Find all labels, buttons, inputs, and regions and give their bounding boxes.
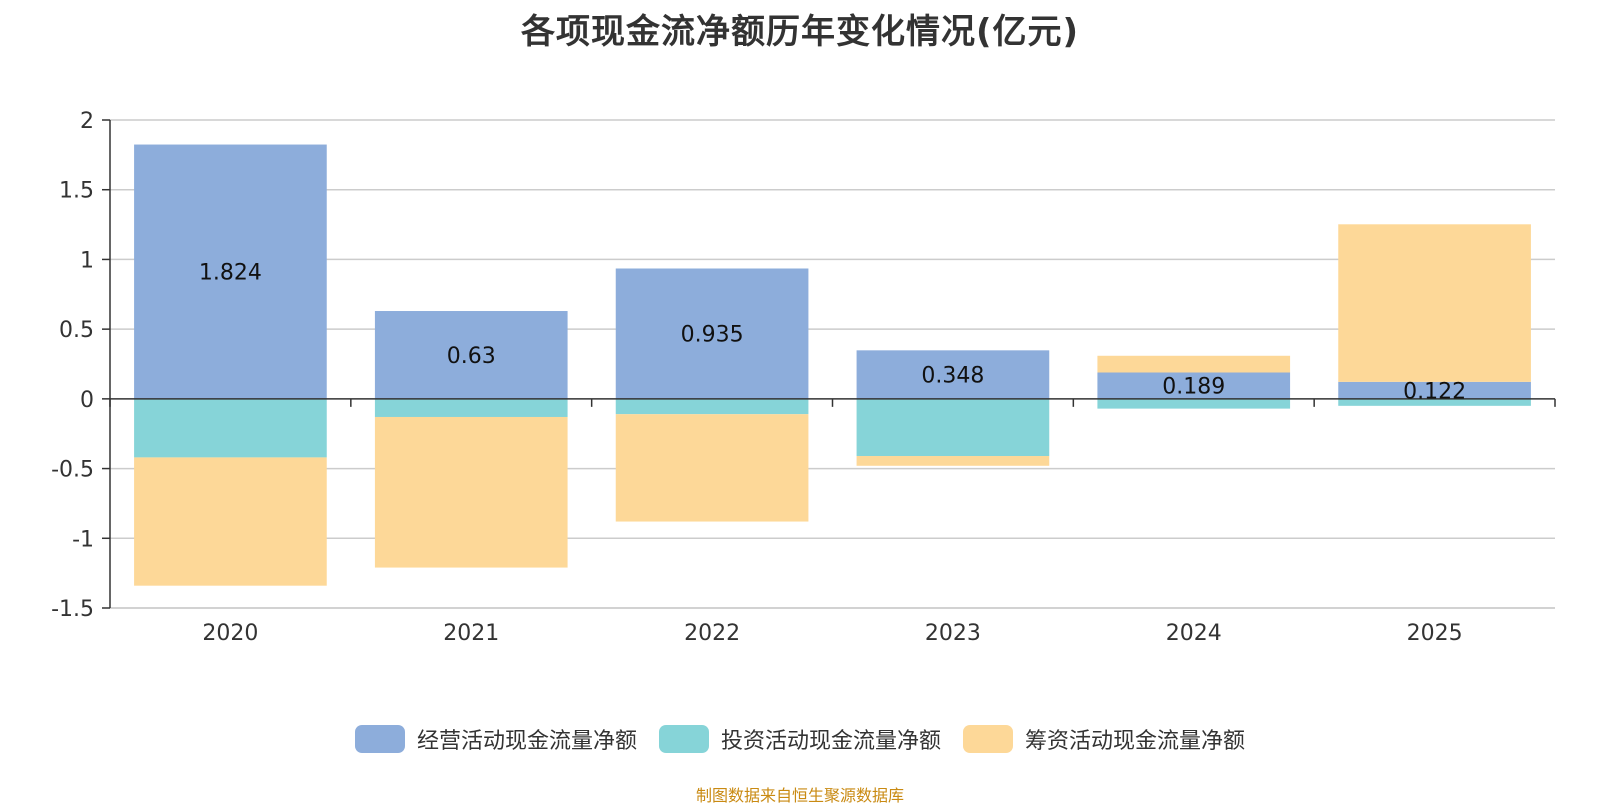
bars [134,144,1531,586]
legend-swatch-financing [963,725,1013,753]
bar-financing-2024[interactable] [1097,355,1291,373]
axes: 2 1.5 1 0.5 0 -0.5 -1 -1.5 2020 2021 2022 2023 2024 2… [51,109,1556,646]
y-tick-label: 1 [80,248,94,273]
bar-operating-2025[interactable] [1338,381,1531,399]
bar-operating-2023[interactable] [856,350,1050,399]
bar-financing-2020[interactable] [134,457,327,586]
y-tick-label: 2 [80,109,94,134]
legend: 经营活动现金流量净额 投资活动现金流量净额 筹资活动现金流量净额 [0,723,1600,755]
y-tick-label: -1 [72,527,94,552]
y-tick-label: -1.5 [51,597,94,622]
x-tick-label-2023: 2023 [925,621,981,646]
bar-investing-2020[interactable] [134,398,327,458]
legend-label-operating: 经营活动现金流量净额 [416,729,637,754]
bar-financing-2025[interactable] [1338,224,1531,382]
y-tick-label: 1.5 [59,179,94,204]
chart-title: 各项现金流净额历年变化情况(亿元) [520,12,1080,52]
x-tick-label-2021: 2021 [443,621,499,646]
x-tick-label-2020: 2020 [202,621,258,646]
x-tick-label-2025: 2025 [1407,621,1463,646]
source-note: 制图数据来自恒生聚源数据库 [695,786,904,805]
data-label-operating-2023: 0.348 [921,364,984,389]
legend-label-financing: 筹资活动现金流量净额 [1025,729,1246,754]
bar-investing-2021[interactable] [374,398,568,417]
bar-investing-2023[interactable] [856,398,1050,457]
data-label-operating-2025: 0.122 [1403,379,1466,404]
bar-financing-2021[interactable] [374,416,568,568]
data-label-operating-2020: 1.824 [199,261,262,286]
data-label-operating-2021: 0.63 [447,344,496,369]
x-tick-label-2024: 2024 [1166,621,1222,646]
bar-operating-2024[interactable] [1097,372,1291,399]
data-label-operating-2022: 0.935 [681,323,744,348]
y-tick-label: 0 [80,388,94,413]
legend-swatch-operating [354,725,405,753]
grid-lines [110,119,1555,609]
y-tick-label: -0.5 [51,458,94,483]
bar-operating-2021[interactable] [374,311,568,399]
bar-operating-2022[interactable] [615,268,809,399]
data-label-operating-2024: 0.189 [1162,375,1225,400]
data-labels: 1.824 0.63 0.935 0.348 0.189 0.122 [199,261,1466,405]
bar-investing-2025[interactable] [1338,398,1531,406]
bar-investing-2022[interactable] [615,398,809,415]
legend-item-investing[interactable]: 投资活动现金流量净额 [658,723,941,755]
y-tick-label: 0.5 [59,318,94,343]
bar-investing-2024[interactable] [1097,398,1291,409]
legend-item-financing[interactable]: 筹资活动现金流量净额 [963,723,1245,755]
bar-financing-2022[interactable] [615,414,809,522]
bar-operating-2020[interactable] [134,144,327,399]
legend-swatch-investing [658,725,709,753]
legend-item-operating[interactable]: 经营活动现金流量净额 [354,723,637,755]
bar-financing-2023[interactable] [856,456,1050,466]
legend-label-investing: 投资活动现金流量净额 [720,729,941,754]
x-tick-label-2022: 2022 [684,621,740,646]
